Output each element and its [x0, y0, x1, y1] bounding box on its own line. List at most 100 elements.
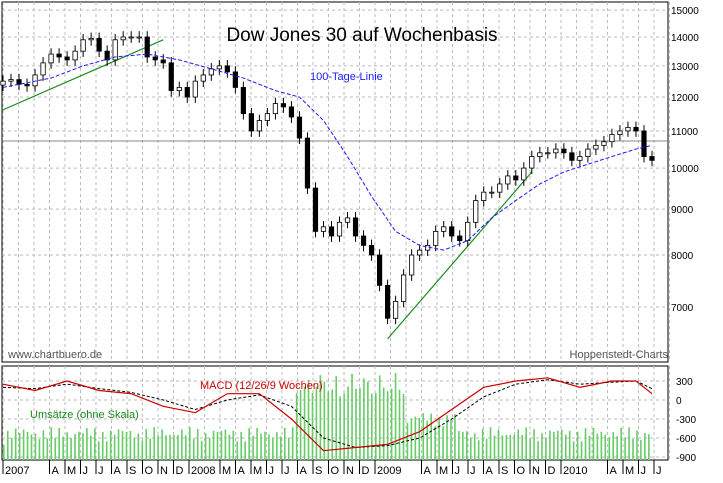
volume-bar	[331, 389, 334, 460]
volume-bar	[473, 433, 476, 460]
candle-body	[328, 226, 335, 237]
volume-bar	[568, 430, 571, 460]
volume-bar	[101, 432, 104, 460]
candle-body	[208, 68, 214, 76]
price-tick-label: 9000	[671, 205, 694, 216]
candle-body	[497, 183, 503, 193]
price-tick-label: 13000	[671, 62, 699, 73]
candle-body	[192, 80, 198, 98]
volume-bar	[521, 435, 524, 460]
volume-bar	[497, 429, 500, 460]
volume-bar	[505, 435, 508, 460]
volume-bar	[469, 437, 472, 460]
volume-bar	[553, 431, 555, 460]
x-tick-label: N	[346, 465, 354, 477]
candle-body	[232, 71, 238, 88]
candle-body	[120, 36, 126, 41]
volume-bar	[481, 428, 484, 460]
candle-body	[577, 156, 583, 161]
volume-bar	[125, 431, 128, 460]
volume-bar	[113, 434, 116, 460]
candle-body	[393, 301, 399, 319]
candle-body	[136, 36, 142, 39]
volume-bar	[145, 428, 148, 460]
volume-bar	[62, 436, 64, 460]
volume-bar	[18, 433, 21, 460]
volume-bar	[307, 379, 310, 460]
candle-body	[24, 83, 30, 87]
volume-bar	[169, 434, 171, 460]
volume-bar	[485, 438, 488, 460]
volume-bar	[137, 433, 140, 460]
candle-body	[80, 39, 86, 52]
candle-body	[441, 226, 447, 232]
trendlines	[1, 39, 533, 340]
x-tick-label: 2008	[191, 465, 215, 477]
candle-body	[513, 175, 519, 181]
price-tick-label: 7000	[671, 303, 694, 314]
candle-body	[553, 148, 559, 154]
volume-bar	[454, 414, 456, 460]
x-tick-label: M	[625, 465, 634, 477]
volume-bar	[414, 416, 417, 460]
candle-body	[585, 148, 591, 157]
volume-bar	[489, 427, 492, 460]
volume-label: Umsätze (ohne Skala)	[30, 409, 139, 421]
volume-bar	[240, 431, 243, 460]
volume-bar	[268, 434, 270, 460]
volume-bar	[66, 432, 68, 460]
volume-bar	[161, 429, 163, 460]
volume-bar	[287, 437, 290, 460]
volume-bar	[462, 431, 464, 460]
volume-bar	[493, 435, 496, 460]
volume-bar	[549, 430, 551, 460]
candle-body	[104, 50, 110, 61]
candle-body	[521, 167, 527, 181]
volume-bar	[177, 434, 179, 460]
volume-bar	[196, 429, 199, 460]
candle-body	[296, 116, 303, 139]
candle-body	[409, 254, 415, 276]
candle-body	[312, 187, 319, 232]
volume-bar	[264, 431, 266, 460]
candle-body	[465, 221, 471, 242]
x-tick-label: J	[656, 465, 662, 477]
macd-frame	[1, 365, 669, 461]
price-tick-label: 14000	[671, 33, 699, 44]
candle-body	[505, 175, 511, 185]
volume-bar	[517, 429, 520, 460]
volume-bar	[173, 434, 175, 460]
volume-bar	[311, 392, 314, 460]
candle-body	[88, 37, 94, 41]
volume-bar	[509, 434, 512, 460]
volume-bar	[204, 433, 207, 460]
macd-signal-line	[2, 379, 653, 449]
candle-body	[609, 134, 615, 143]
x-tick-label: A	[52, 465, 60, 477]
candle-body	[360, 235, 367, 246]
x-tick-label: 2010	[563, 465, 587, 477]
volume-bar	[90, 435, 92, 460]
volume-bar	[410, 418, 413, 460]
x-tick-label: S	[315, 465, 322, 477]
candle-body	[56, 53, 62, 58]
volume-bar	[628, 427, 630, 460]
volume-bar	[78, 431, 80, 460]
trendline-2007	[1, 39, 164, 111]
candle-body	[384, 284, 391, 319]
candle-body	[0, 80, 6, 86]
ma-label: 100-Tage-Linie	[310, 71, 383, 83]
volume-bar	[303, 386, 306, 460]
volume-bar	[418, 418, 421, 460]
volume-bar	[216, 431, 219, 460]
volume-bar	[315, 386, 318, 460]
candle-body	[168, 62, 174, 92]
volume-bar	[256, 428, 258, 460]
x-tick-label: M	[222, 465, 231, 477]
volume-bar	[74, 434, 76, 460]
volume-bar	[636, 430, 638, 460]
x-tick-label: J	[269, 465, 275, 477]
x-tick-label: O	[331, 465, 340, 477]
volume-bar	[640, 439, 642, 460]
